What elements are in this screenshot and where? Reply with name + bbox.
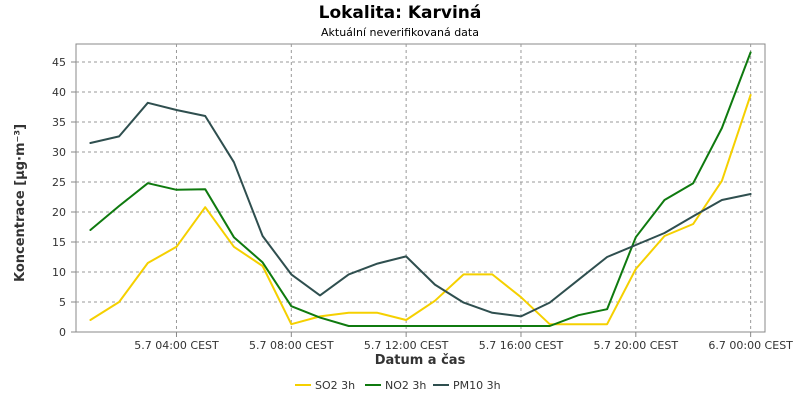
x-tick-label: 5.7 04:00 CEST <box>134 339 219 352</box>
x-tick-label: 5.7 12:00 CEST <box>364 339 449 352</box>
series-line-so2-3h <box>89 94 752 326</box>
series-line-no2-3h <box>89 51 752 327</box>
y-tick-label: 35 <box>52 116 66 129</box>
y-tick-label: 10 <box>52 266 66 279</box>
legend: SO2 3h NO2 3h PM10 3h <box>295 379 501 392</box>
legend-item-pm10-3h: PM10 3h <box>433 379 501 392</box>
x-axis-label: Datum a čas <box>375 353 466 368</box>
y-tick-label: 15 <box>52 236 66 249</box>
x-tick-label: 6.7 00:00 CEST <box>708 339 793 352</box>
legend-label: SO2 3h <box>315 379 355 392</box>
legend-label: NO2 3h <box>385 379 426 392</box>
y-axis-ticks: 0 5 10 15 20 25 30 35 40 45 <box>52 56 76 339</box>
legend-item-so2-3h: SO2 3h <box>295 379 355 392</box>
y-tick-label: 5 <box>59 296 66 309</box>
y-tick-label: 0 <box>59 326 66 339</box>
y-tick-label: 30 <box>52 146 66 159</box>
chart-title: Lokalita: Karviná <box>319 3 482 23</box>
series-line-pm10-3h <box>89 101 752 318</box>
x-tick-label: 5.7 16:00 CEST <box>479 339 564 352</box>
chart-subtitle: Aktuální neverifikovaná data <box>321 26 479 39</box>
grid <box>76 44 765 332</box>
y-tick-label: 20 <box>52 206 66 219</box>
x-tick-label: 5.7 20:00 CEST <box>594 339 679 352</box>
y-tick-label: 40 <box>52 86 66 99</box>
series-lines <box>89 51 752 327</box>
y-tick-label: 25 <box>52 176 66 189</box>
legend-label: PM10 3h <box>453 379 501 392</box>
y-axis-label: Koncentrace [µg·m⁻³] <box>13 124 28 282</box>
legend-item-no2-3h: NO2 3h <box>365 379 426 392</box>
x-tick-label: 5.7 08:00 CEST <box>249 339 334 352</box>
plot-area <box>75 43 766 333</box>
y-tick-label: 45 <box>52 56 66 69</box>
x-axis-ticks: 5.7 04:00 CEST 5.7 08:00 CEST 5.7 12:00 CE… <box>134 332 793 352</box>
